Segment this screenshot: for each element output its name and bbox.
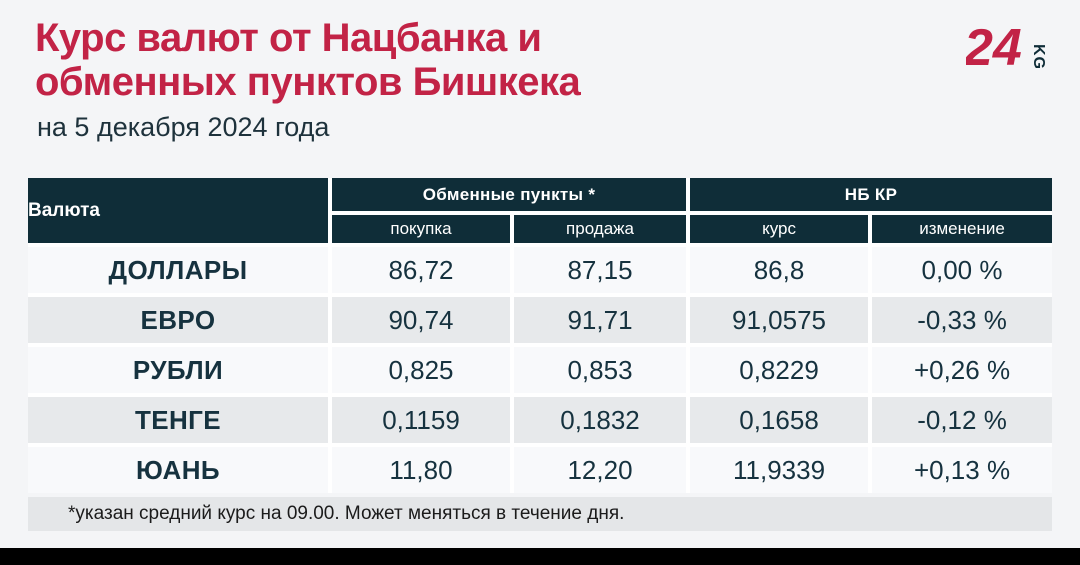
footnote-text: *указан средний курс на 09.00. Может мен… bbox=[68, 503, 625, 524]
buy-value: 86,72 bbox=[328, 243, 514, 297]
buy-value: 11,80 bbox=[328, 443, 514, 495]
bottom-black-bar bbox=[0, 548, 1080, 565]
change-value: +0,26 % bbox=[868, 343, 1055, 397]
rate-value: 91,0575 bbox=[686, 293, 873, 347]
column-header-change: изменение bbox=[868, 211, 1055, 247]
column-group-nbkr: НБ КР bbox=[686, 176, 1055, 215]
change-value: 0,00 % bbox=[868, 243, 1055, 297]
sell-value: 12,20 bbox=[509, 443, 691, 495]
page-title-line2: обменных пунктов Бишкека bbox=[35, 60, 581, 104]
currency-name: РУБЛИ bbox=[26, 343, 332, 397]
footnote-band: *указан средний курс на 09.00. Может мен… bbox=[28, 497, 1052, 531]
logo-country-suffix: KG bbox=[1030, 44, 1047, 70]
currency-name: ЮАНЬ bbox=[26, 443, 332, 495]
logo-number: 24 bbox=[966, 19, 1022, 76]
column-header-sell: продажа bbox=[509, 211, 691, 247]
sell-value: 87,15 bbox=[509, 243, 691, 297]
rate-value: 0,8229 bbox=[686, 343, 873, 397]
column-header-rate: курс bbox=[686, 211, 873, 247]
column-group-exchange-points: Обменные пункты * bbox=[327, 176, 691, 215]
rate-value: 11,9339 bbox=[686, 443, 873, 495]
change-value: -0,33 % bbox=[868, 293, 1055, 347]
currency-name: ЕВРО bbox=[26, 293, 332, 347]
column-header-currency: Валюта bbox=[26, 176, 332, 247]
buy-value: 0,1159 bbox=[328, 393, 514, 447]
date-subtitle: на 5 декабря 2024 года bbox=[37, 112, 330, 142]
table-row-rubles: РУБЛИ 0,825 0,853 0,8229 +0,26 % bbox=[26, 343, 1055, 397]
table-row-tenge: ТЕНГЕ 0,1159 0,1832 0,1658 -0,12 % bbox=[26, 393, 1055, 447]
rate-value: 86,8 bbox=[686, 243, 873, 297]
sell-value: 0,1832 bbox=[509, 393, 691, 447]
currency-name: ТЕНГЕ bbox=[26, 393, 332, 447]
buy-value: 0,825 bbox=[328, 343, 514, 397]
change-value: +0,13 % bbox=[868, 443, 1055, 495]
table-row-yuan: ЮАНЬ 11,80 12,20 11,9339 +0,13 % bbox=[26, 443, 1055, 495]
table-row-dollars: ДОЛЛАРЫ 86,72 87,15 86,8 0,00 % bbox=[26, 243, 1055, 297]
column-header-buy: покупка bbox=[328, 211, 514, 247]
table-row-euro: ЕВРО 90,74 91,71 91,0575 -0,33 % bbox=[26, 293, 1055, 347]
rate-value: 0,1658 bbox=[686, 393, 873, 447]
logo-24kg: 24 KG bbox=[966, 19, 1047, 76]
currency-rates-table: Валюта Обменные пункты * НБ КР покупка п… bbox=[26, 176, 1055, 495]
currency-name: ДОЛЛАРЫ bbox=[26, 243, 332, 297]
page-title-line1: Курс валют от Нацбанка и bbox=[35, 16, 542, 60]
page-title: Курс валют от Нацбанка и обменных пункто… bbox=[35, 16, 581, 104]
sell-value: 0,853 bbox=[509, 343, 691, 397]
change-value: -0,12 % bbox=[868, 393, 1055, 447]
sell-value: 91,71 bbox=[509, 293, 691, 347]
buy-value: 90,74 bbox=[328, 293, 514, 347]
